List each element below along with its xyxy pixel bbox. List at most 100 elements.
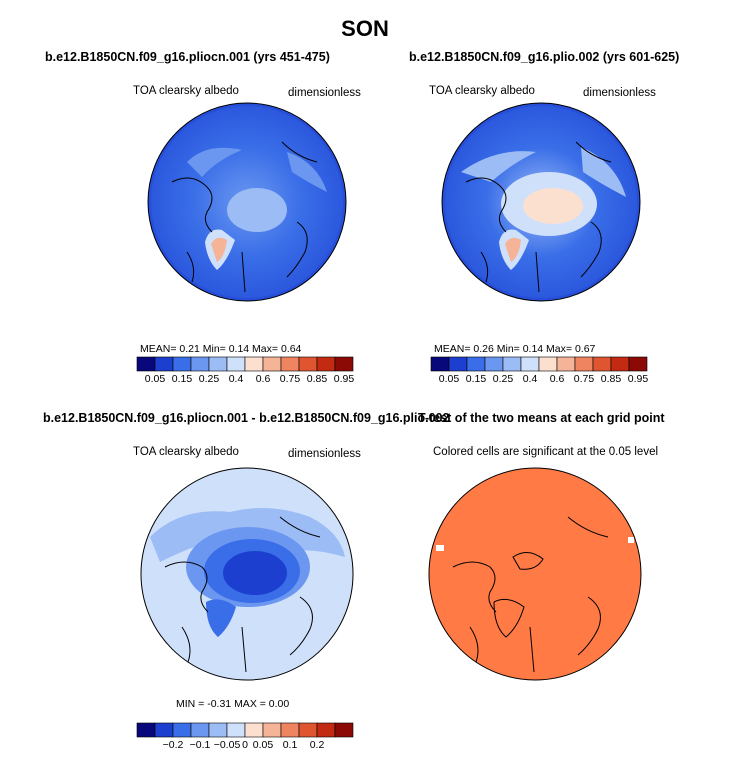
panel-4-nonsignificant-cell (628, 537, 634, 543)
panel-4-note-label: Colored cells are significant at the 0.0… (433, 446, 659, 458)
panel-3-stats: MIN = -0.31 MAX = 0.00 (176, 698, 290, 710)
panel-1-colorbar-box (280, 356, 300, 372)
panel-1-colorbar-box (208, 356, 228, 372)
panel-3-colorbar-box (136, 722, 156, 738)
panel-1-colorbar-box (262, 356, 282, 372)
panel-1-colorbar-labels: 0.05 0.15 0.25 0.4 0.6 0.75 0.85 0.95 (137, 373, 355, 387)
panel-2-colorbar-tick-label: 0.15 (465, 373, 487, 385)
panel-3-colorbar-box (334, 722, 354, 738)
panel-1-colorbar-tick-label: 0.4 (228, 373, 244, 385)
panel-1-colorbar-box (334, 356, 354, 372)
panel-2-colorbar-box (502, 356, 522, 372)
panel-3-colorbar-tick-label: −0.05 (213, 739, 241, 751)
panel-2-greenland-peak (505, 237, 521, 262)
panel-3-colorbar-tick-label: 0.05 (252, 739, 274, 751)
panel-2-map-border (441, 102, 641, 302)
panel-1-colorbar-box (298, 356, 318, 372)
panel-2-polar-map (441, 102, 641, 302)
panel-3-colorbar-tick-label: 0 (242, 739, 248, 751)
panel-3-colorbar-box (280, 722, 300, 738)
panel-3-colorbar-tick-label: 0.2 (309, 739, 325, 751)
panel-3-colorbar-box (208, 722, 228, 738)
panel-2-colorbar-tick-label: 0.6 (549, 373, 565, 385)
panel-1-colorbar-box (190, 356, 210, 372)
panel-3-colorbar-tick-label: −0.1 (189, 739, 211, 751)
panel-3-colorbar-tick-label: −0.2 (162, 739, 184, 751)
panel-1-polar-map (147, 102, 347, 302)
panel-1-variable-label: TOA clearsky albedo (133, 85, 239, 97)
panel-1-colorbar-box (154, 356, 174, 372)
panel-1-title: b.e12.B1850CN.f09_g16.pliocn.001 (yrs 45… (45, 50, 330, 64)
panel-3-colorbar-box (298, 722, 318, 738)
panel-1-colorbar-tick-label: 0.85 (306, 373, 328, 385)
panel-3-title: b.e12.B1850CN.f09_g16.pliocn.001 - b.e12… (43, 411, 450, 425)
panel-3-colorbar-box (226, 722, 246, 738)
panel-4-significance-field (429, 468, 641, 680)
panel-1-land-field (187, 147, 242, 177)
panel-1-colorbar-box (316, 356, 336, 372)
panel-2-colorbar-box (592, 356, 612, 372)
panel-1-units-label: dimensionless (288, 87, 361, 99)
panel-1-colorbar-tick-label: 0.75 (279, 373, 301, 385)
panel-3-polar-map (140, 467, 354, 681)
panel-3-colorbar-box (244, 722, 264, 738)
panel-1-colorbar-box (226, 356, 246, 372)
panel-1-colorbar-tick-label: 0.15 (171, 373, 193, 385)
panel-1-colorbar-box (244, 356, 264, 372)
panel-1-colorbar (136, 356, 354, 372)
panel-1-colorbar-box (172, 356, 192, 372)
panel-2-colorbar-tick-label: 0.4 (522, 373, 538, 385)
panel-3-map-border (140, 467, 354, 681)
panel-4-title: T-test of the two means at each grid poi… (418, 411, 665, 425)
panel-4-map-border (428, 467, 642, 681)
panel-1-land-field-2 (287, 152, 327, 192)
panel-3-colorbar-labels: −0.2 −0.1 −0.05 0 0.05 0.1 0.2 (137, 739, 353, 753)
panel-3-colorbar (136, 722, 354, 738)
panel-2-coastlines (465, 141, 612, 293)
figure-title: SON (341, 16, 389, 41)
panel-1-stats: MEAN= 0.21 Min= 0.14 Max= 0.64 (140, 343, 302, 355)
panel-3-units-label: dimensionless (288, 448, 361, 460)
panel-2-colorbar-box (556, 356, 576, 372)
panel-2-colorbar-box (430, 356, 450, 372)
panel-3-colorbar-tick-label: 0.1 (282, 739, 298, 751)
panel-1-colorbar-box (136, 356, 156, 372)
panel-4-nonsignificant-cell (628, 627, 633, 632)
panel-3-colorbar-box (316, 722, 336, 738)
panel-3-ice-loss-core (223, 551, 287, 595)
panel-4-nonsignificant-cell (436, 545, 444, 551)
panel-2-colorbar (430, 356, 648, 372)
panel-2-colorbar-tick-label: 0.25 (492, 373, 514, 385)
panel-2-colorbar-box (610, 356, 630, 372)
panel-2-units-label: dimensionless (583, 87, 656, 99)
panel-3-colorbar-box (262, 722, 282, 738)
panel-2-colorbar-box (448, 356, 468, 372)
panel-1-colorbar-tick-label: 0.95 (333, 373, 355, 385)
panel-2-colorbar-box (484, 356, 504, 372)
panel-2-colorbar-box (520, 356, 540, 372)
panel-3-colorbar-box (190, 722, 210, 738)
panel-2-variable-label: TOA clearsky albedo (429, 85, 535, 97)
panel-3-colorbar-box (172, 722, 192, 738)
panel-3-greenland-field (206, 599, 236, 637)
panel-2-colorbar-box (538, 356, 558, 372)
panel-3-variable-label: TOA clearsky albedo (133, 446, 239, 458)
panel-2-colorbar-tick-label: 0.75 (573, 373, 595, 385)
panel-1-colorbar-tick-label: 0.6 (255, 373, 271, 385)
panel-1-colorbar-tick-label: 0.05 (144, 373, 166, 385)
panel-1-greenland-peak (211, 237, 227, 262)
panel-1-coastlines (171, 141, 318, 293)
panel-1-map-border (147, 102, 347, 302)
panel-2-colorbar-tick-label: 0.05 (438, 373, 460, 385)
panel-2-colorbar-tick-label: 0.85 (600, 373, 622, 385)
panel-2-title: b.e12.B1850CN.f09_g16.plio.002 (yrs 601-… (409, 50, 680, 64)
panel-2-land-field-2 (581, 147, 626, 197)
panel-1-colorbar-tick-label: 0.25 (198, 373, 220, 385)
panel-4-polar-map (428, 467, 642, 681)
panel-2-colorbar-labels: 0.05 0.15 0.25 0.4 0.6 0.75 0.85 0.95 (431, 373, 648, 387)
panel-2-colorbar-box (628, 356, 648, 372)
panel-2-colorbar-box (574, 356, 594, 372)
panel-4-coastlines (452, 516, 609, 673)
panel-2-colorbar-box (466, 356, 486, 372)
panel-2-stats: MEAN= 0.26 Min= 0.14 Max= 0.67 (434, 343, 596, 355)
